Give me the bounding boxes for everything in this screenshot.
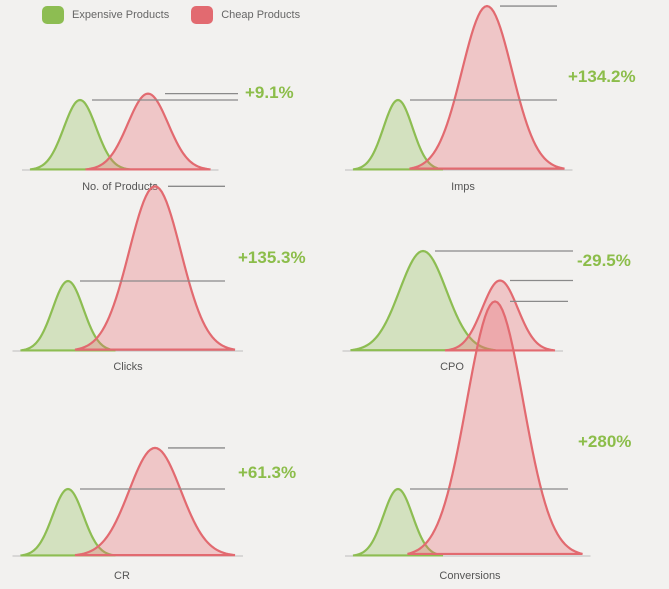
curve-cheap: [444, 279, 556, 352]
legend-swatch-expensive: [42, 6, 64, 24]
legend-item-cheap: Cheap Products: [191, 6, 300, 24]
curve-expensive: [350, 249, 496, 352]
panel-4: CR +61.3%: [12, 446, 296, 582]
legend-label-expensive: Expensive Products: [72, 9, 170, 21]
curve-cheap: [409, 4, 565, 170]
curve-cheap: [74, 185, 236, 351]
curve-expensive: [29, 98, 131, 171]
change-annotation: +9.1%: [245, 83, 294, 102]
curve-cheap: [85, 92, 211, 171]
legend: Expensive Products Cheap Products: [42, 6, 312, 24]
change-annotation: -29.5%: [577, 251, 631, 270]
panel-title: CR: [114, 570, 130, 582]
change-annotation: +61.3%: [238, 463, 296, 482]
curve-cheap: [74, 446, 236, 557]
legend-label-cheap: Cheap Products: [221, 9, 301, 21]
legend-swatch-cheap: [191, 6, 214, 24]
change-annotation: +280%: [578, 432, 631, 451]
curve-expensive: [352, 487, 444, 557]
change-annotation: +134.2%: [568, 67, 636, 86]
curve-expensive: [20, 487, 116, 557]
panel-title: No. of Products: [82, 181, 158, 193]
panel-0: No. of Products +9.1%: [22, 83, 294, 193]
panel-3: CPO -29.5%: [342, 249, 631, 373]
curve-expensive: [352, 98, 444, 171]
panel-title: Imps: [451, 181, 475, 193]
legend-item-expensive: Expensive Products: [42, 6, 169, 24]
panel-1: Imps +134.2%: [345, 4, 636, 193]
change-annotation: +135.3%: [238, 248, 306, 267]
curve-expensive: [20, 279, 116, 352]
panel-2: Clicks +135.3%: [12, 185, 306, 373]
panel-title: Clicks: [113, 361, 143, 373]
panel-title: CPO: [440, 361, 464, 373]
panel-5: Conversions +280%: [345, 300, 631, 582]
panel-title: Conversions: [439, 570, 501, 582]
curve-cheap: [407, 300, 583, 556]
